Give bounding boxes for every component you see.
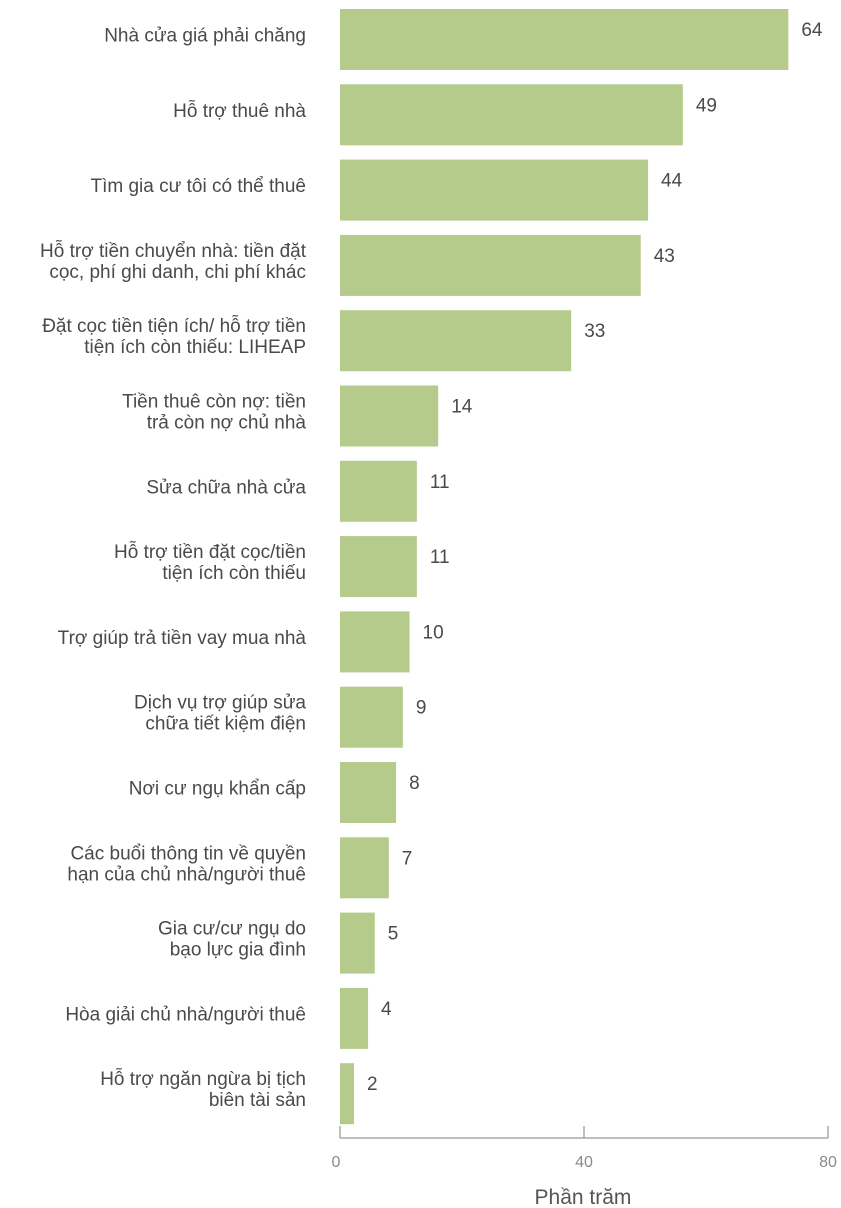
- value-label-14: 2: [367, 1074, 378, 1095]
- value-labels-group: 64 49 44 43 33 14 11 11 10 9 8 7 5 4 2: [367, 20, 823, 1095]
- bar-10: [340, 762, 397, 823]
- category-label-line: Gia cư/cư ngụ do: [158, 919, 306, 940]
- bar-5: [340, 385, 439, 447]
- category-label-line: Hỗ trợ thuê nhà: [173, 100, 306, 122]
- bar-14: [340, 1063, 355, 1125]
- category-label-12: Gia cư/cư ngụ do bạo lực gia đình: [158, 919, 306, 961]
- x-axis-title: Phần trăm: [535, 1186, 632, 1208]
- category-label-line: Tiền thuê còn nợ: tiền: [122, 392, 306, 413]
- x-tick-label-2: 80: [819, 1154, 837, 1171]
- category-label-line: cọc, phí ghi danh, chi phí khác: [49, 262, 306, 283]
- category-label-line: tiện ích còn thiếu: LIHEAP: [84, 337, 306, 358]
- bar-13: [340, 987, 369, 1049]
- category-label-line: Hòa giải chủ nhà/người thuê: [65, 1004, 306, 1025]
- category-label-5: Tiền thuê còn nợ: tiền trả còn nợ chủ nhà: [122, 392, 306, 434]
- value-label-6: 11: [430, 472, 450, 493]
- category-label-4: Đặt cọc tiền tiện ích/ hỗ trợ tiền tiện í…: [42, 315, 306, 358]
- bar-12: [340, 912, 375, 974]
- value-label-11: 7: [402, 848, 413, 869]
- bar-2: [340, 159, 649, 221]
- category-label-line: Đặt cọc tiền tiện ích/ hỗ trợ tiền: [42, 315, 306, 337]
- value-label-0: 64: [801, 20, 823, 41]
- category-label-line: Sửa chữa nhà cửa: [146, 477, 306, 498]
- category-label-line: Tìm gia cư tôi có thể thuê: [91, 176, 307, 197]
- x-tick-label-0: 0: [332, 1154, 341, 1171]
- bar-0: [340, 9, 789, 70]
- category-label-13: Hòa giải chủ nhà/người thuê: [65, 1004, 306, 1025]
- value-label-3: 43: [654, 246, 675, 267]
- bar-8: [340, 611, 410, 673]
- value-label-2: 44: [661, 171, 683, 192]
- category-label-line: Trợ giúp trả tiền vay mua nhà: [58, 628, 307, 649]
- bar-9: [340, 686, 403, 748]
- value-label-1: 49: [696, 95, 717, 116]
- category-label-8: Trợ giúp trả tiền vay mua nhà: [58, 628, 307, 649]
- value-label-12: 5: [388, 924, 399, 945]
- category-label-line: Các buổi thông tin về quyền: [70, 843, 306, 864]
- category-label-line: bạo lực gia đình: [170, 940, 306, 961]
- value-label-10: 8: [409, 773, 420, 794]
- x-tick-label-1: 40: [575, 1154, 593, 1171]
- x-axis: 0 40 80: [332, 1126, 837, 1171]
- value-label-4: 33: [584, 321, 605, 342]
- category-label-line: Nhà cửa giá phải chăng: [104, 26, 306, 47]
- bar-7: [340, 536, 417, 598]
- category-label-9: Dịch vụ trợ giúp sửa chữa tiết kiệm điện: [134, 693, 306, 735]
- category-label-1: Hỗ trợ thuê nhà: [173, 100, 306, 122]
- category-label-6: Sửa chữa nhà cửa: [146, 477, 306, 498]
- bar-3: [340, 234, 641, 296]
- category-label-line: chữa tiết kiệm điện: [145, 714, 306, 735]
- category-label-line: Nơi cư ngụ khẩn cấp: [129, 779, 306, 800]
- bar-1: [340, 84, 683, 146]
- value-label-9: 9: [416, 698, 427, 719]
- category-label-10: Nơi cư ngụ khẩn cấp: [129, 779, 306, 800]
- category-label-line: Hỗ trợ ngăn ngừa bị tịch: [100, 1068, 306, 1090]
- category-label-2: Tìm gia cư tôi có thể thuê: [91, 176, 307, 197]
- value-label-7: 11: [430, 547, 450, 568]
- category-label-line: hạn của chủ nhà/người thuê: [67, 864, 306, 885]
- value-label-5: 14: [451, 397, 473, 418]
- category-label-line: trả còn nợ chủ nhà: [147, 413, 307, 434]
- category-label-line: Dịch vụ trợ giúp sửa: [134, 693, 306, 714]
- value-label-8: 10: [423, 622, 444, 643]
- category-label-11: Các buổi thông tin về quyền hạn của chủ n…: [67, 843, 306, 885]
- bar-11: [340, 837, 389, 899]
- value-label-13: 4: [381, 999, 392, 1020]
- category-label-14: Hỗ trợ ngăn ngừa bị tịch biên tài sản: [100, 1068, 306, 1111]
- category-label-0: Nhà cửa giá phải chăng: [104, 26, 306, 47]
- category-label-line: Hỗ trợ tiền chuyển nhà: tiền đặt: [40, 240, 307, 262]
- bar-4: [340, 310, 572, 372]
- category-label-7: Hỗ trợ tiền đặt cọc/tiền tiện ích còn thi…: [114, 541, 306, 584]
- bar-6: [340, 460, 417, 522]
- category-label-line: tiện ích còn thiếu: [162, 563, 306, 584]
- category-label-line: biên tài sản: [209, 1090, 306, 1111]
- category-label-3: Hỗ trợ tiền chuyển nhà: tiền đặt cọc, phí…: [40, 240, 307, 283]
- bars-group: [340, 9, 789, 1125]
- category-label-line: Hỗ trợ tiền đặt cọc/tiền: [114, 541, 306, 563]
- category-labels-group: Nhà cửa giá phải chăng Hỗ trợ thuê nhà Tìm…: [40, 26, 307, 1112]
